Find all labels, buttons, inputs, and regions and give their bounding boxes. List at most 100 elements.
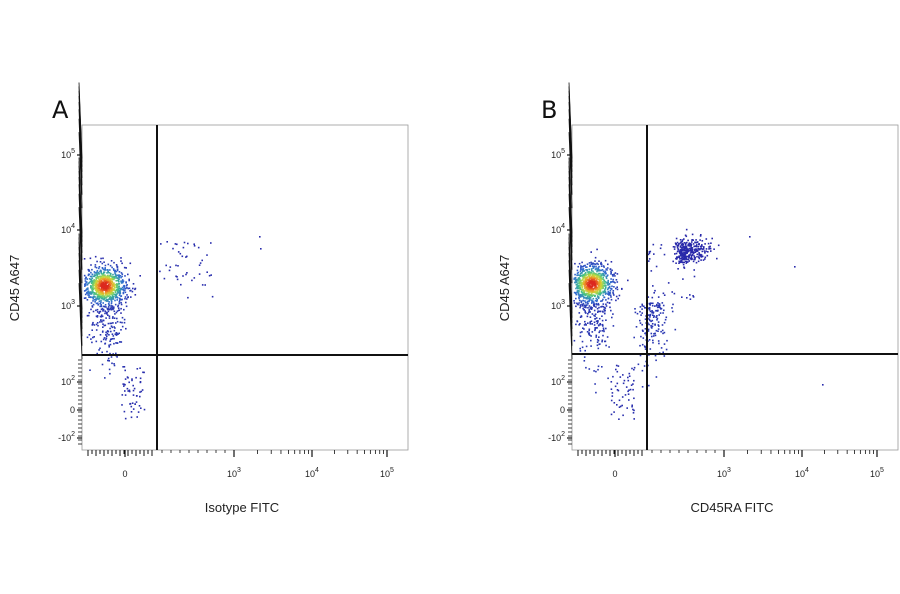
event-dot: [113, 277, 116, 279]
event-dot: [88, 296, 90, 298]
event-dot: [109, 307, 112, 310]
event-dot: [621, 404, 623, 407]
event-dot: [88, 292, 91, 295]
event-dot: [661, 324, 664, 326]
event-dot: [181, 255, 184, 258]
event-dot: [612, 292, 615, 295]
event-dot: [97, 304, 99, 306]
event-dot: [822, 384, 824, 386]
event-dot: [86, 314, 89, 317]
event-dot: [591, 307, 593, 309]
event-dot: [592, 270, 594, 273]
event-dot: [110, 300, 113, 303]
event-dot: [101, 262, 104, 265]
event-dot: [124, 297, 126, 300]
event-dot: [100, 270, 102, 272]
event-dot: [599, 287, 602, 290]
event-dot: [121, 273, 124, 275]
event-dot: [684, 254, 686, 256]
event-dot: [596, 270, 598, 273]
event-dot: [608, 302, 611, 304]
event-dot: [592, 283, 594, 286]
event-dot: [185, 256, 187, 258]
event-dot: [684, 260, 687, 263]
event-dot: [139, 377, 142, 380]
y-minor-tick: [568, 233, 573, 310]
event-dot: [685, 235, 688, 238]
event-dot: [686, 261, 689, 263]
event-dot: [95, 278, 98, 281]
event-dot: [643, 365, 646, 367]
event-dot: [134, 288, 136, 291]
event-dot: [91, 305, 94, 307]
event-dot: [606, 288, 609, 291]
event-dot: [112, 306, 114, 309]
event-dot: [107, 279, 110, 281]
event-dot: [689, 252, 692, 254]
event-dot: [113, 317, 116, 319]
event-dot: [110, 260, 113, 262]
event-dot: [107, 295, 110, 298]
event-dot: [704, 256, 707, 259]
event-dot: [576, 320, 579, 323]
event-dot: [105, 291, 107, 294]
event-dot: [578, 302, 580, 304]
event-dot: [124, 390, 126, 392]
event-dot: [94, 264, 97, 266]
event-dot: [671, 291, 673, 293]
event-dot: [108, 368, 111, 371]
event-dot: [86, 336, 89, 339]
event-dot: [647, 253, 650, 256]
event-dot: [648, 251, 651, 253]
event-dot: [676, 256, 678, 258]
event-dot: [104, 281, 107, 284]
event-dot: [97, 277, 99, 279]
event-dot: [602, 282, 604, 285]
event-dot: [99, 289, 102, 291]
event-dot: [99, 292, 101, 295]
event-dot: [606, 267, 609, 269]
event-dot: [595, 280, 598, 283]
event-dot: [598, 274, 600, 277]
event-dot: [594, 299, 597, 302]
event-dot: [614, 275, 616, 277]
event-dot: [128, 278, 130, 281]
event-dot: [597, 347, 600, 350]
event-dot: [649, 319, 651, 322]
event-dot: [123, 308, 125, 311]
event-dot: [105, 337, 108, 339]
event-dot: [579, 296, 582, 298]
x-tick-label: 104: [795, 467, 809, 479]
event-dot: [678, 256, 681, 259]
event-dot: [90, 271, 92, 274]
event-dot: [581, 266, 584, 268]
event-dot: [179, 252, 182, 255]
event-dot: [592, 291, 594, 293]
event-dot: [677, 268, 679, 270]
event-dot: [588, 291, 590, 294]
event-dot: [101, 273, 104, 275]
event-dot: [675, 252, 678, 255]
event-dot: [85, 276, 87, 279]
event-dot: [136, 368, 139, 370]
event-dot: [631, 404, 633, 407]
event-dot: [578, 312, 581, 314]
event-dot: [583, 276, 586, 278]
event-dot: [132, 408, 135, 410]
event-dot: [126, 284, 128, 286]
event-dot: [689, 253, 691, 256]
event-dot: [114, 313, 116, 315]
event-dot: [595, 288, 597, 290]
event-dot: [110, 278, 113, 280]
event-dot: [689, 298, 692, 300]
event-dot: [113, 286, 116, 288]
event-dot: [652, 314, 654, 316]
event-dot: [107, 270, 109, 273]
event-dot: [198, 273, 201, 275]
event-dot: [115, 311, 118, 314]
event-dot: [116, 274, 118, 277]
event-dot: [597, 267, 599, 270]
event-dot: [176, 243, 178, 246]
event-dot: [594, 383, 596, 385]
event-dot: [93, 275, 96, 278]
